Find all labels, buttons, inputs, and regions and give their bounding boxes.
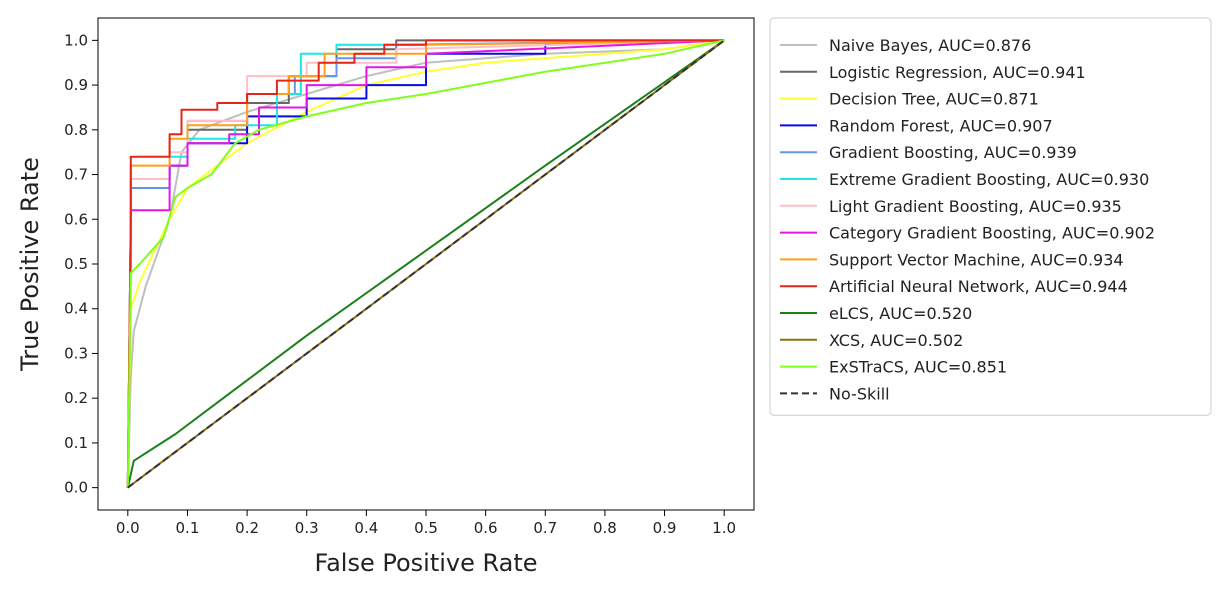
legend-label: Naive Bayes, AUC=0.876: [829, 36, 1031, 55]
x-tick-label: 0.7: [533, 519, 557, 537]
legend-label: XCS, AUC=0.502: [829, 331, 963, 350]
series-line-light-gradient-boosting: [126, 39, 725, 488]
ticks-layer: 0.0 0.1 0.2 0.3 0.4 0.5 0.6 0.7 0.8 0.9 1.0 0.0 0.1 0…: [64, 31, 736, 537]
legend-label: Light Gradient Boosting, AUC=0.935: [829, 197, 1122, 216]
y-tick-label: 0.6: [64, 210, 88, 228]
x-tick-label: 0.5: [414, 519, 438, 537]
y-tick-label: 0.1: [64, 434, 88, 452]
plot-layer: [126, 39, 725, 489]
y-tick-label: 0.5: [64, 255, 88, 273]
y-tick-label: 1.0: [64, 31, 88, 49]
legend-label: No-Skill: [829, 384, 890, 403]
legend-label: Random Forest, AUC=0.907: [829, 116, 1053, 135]
x-tick-label: 0.9: [653, 519, 677, 537]
series-line-artificial-neural-network: [126, 39, 725, 488]
legend-label: Artificial Neural Network, AUC=0.944: [829, 277, 1128, 296]
legend-label: eLCS, AUC=0.520: [829, 304, 972, 323]
legend-label: Support Vector Machine, AUC=0.934: [829, 250, 1124, 269]
legend-label: ExSTraCS, AUC=0.851: [829, 358, 1007, 377]
legend-label: Category Gradient Boosting, AUC=0.902: [829, 224, 1155, 243]
y-tick-label: 0.9: [64, 76, 88, 94]
x-tick-label: 0.1: [176, 519, 200, 537]
legend: Naive Bayes, AUC=0.876 Logistic Regressio…: [769, 17, 1212, 416]
legend-box: [769, 17, 1212, 416]
series-line-elcs: [126, 39, 725, 488]
y-axis-title: True Positive Rate: [16, 157, 44, 372]
y-tick-label: 0.8: [64, 121, 88, 139]
x-tick-label: 0.0: [116, 519, 140, 537]
x-tick-label: 0.4: [354, 519, 378, 537]
series-line-category-gradient-boosting: [126, 39, 725, 488]
y-tick-label: 0.3: [64, 344, 88, 362]
series-line-exstracs: [126, 39, 725, 488]
y-tick-label: 0.4: [64, 300, 88, 318]
x-tick-label: 0.3: [295, 519, 319, 537]
y-tick-label: 0.7: [64, 166, 88, 184]
legend-label: Decision Tree, AUC=0.871: [829, 90, 1039, 109]
x-axis-title: False Positive Rate: [314, 549, 537, 577]
legend-label: Logistic Regression, AUC=0.941: [829, 63, 1086, 82]
y-tick-label: 0.2: [64, 389, 88, 407]
x-tick-label: 0.2: [235, 519, 259, 537]
x-tick-label: 0.8: [593, 519, 617, 537]
series-line-decision-tree: [126, 39, 725, 488]
x-tick-label: 0.6: [474, 519, 498, 537]
legend-label: Extreme Gradient Boosting, AUC=0.930: [829, 170, 1149, 189]
legend-label: Gradient Boosting, AUC=0.939: [829, 143, 1077, 162]
series-line-no-skill: [127, 39, 725, 489]
y-tick-label: 0.0: [64, 479, 88, 497]
x-tick-label: 1.0: [712, 519, 736, 537]
